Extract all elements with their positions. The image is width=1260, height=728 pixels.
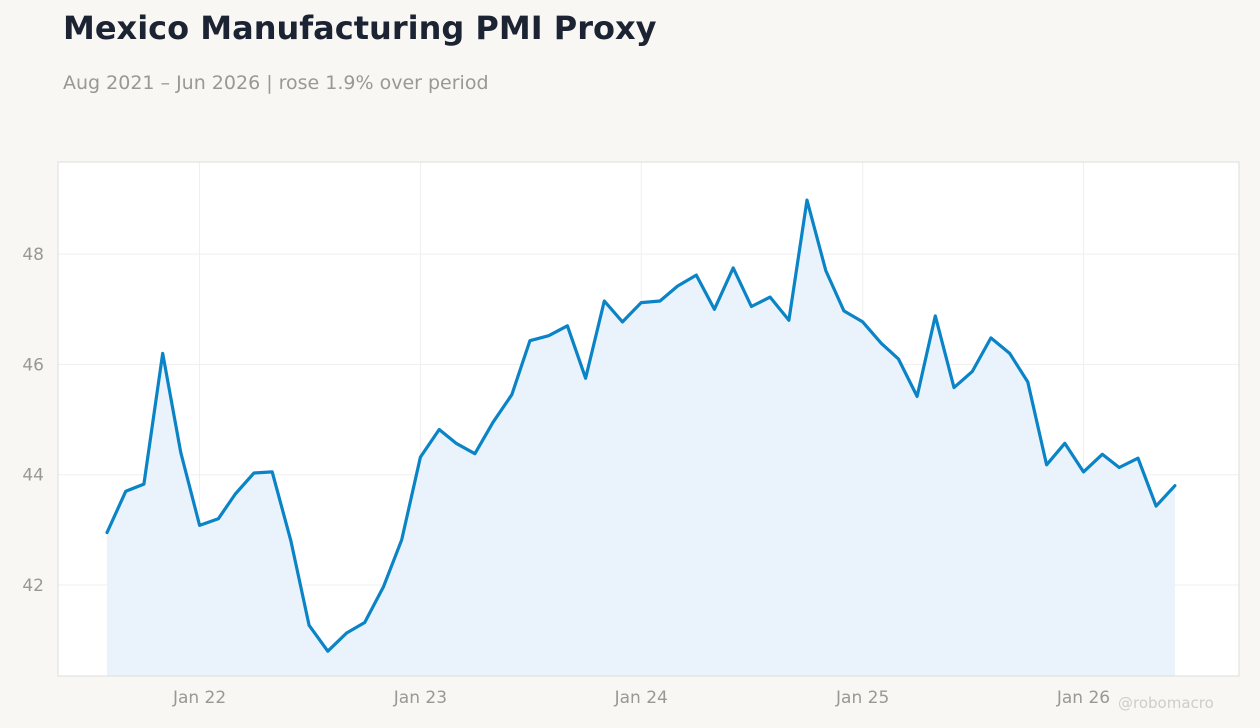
watermark: @robomacro [1118, 694, 1214, 712]
x-tick-label: Jan 25 [835, 688, 889, 708]
y-tick-label: 42 [22, 576, 44, 596]
y-tick-label: 48 [22, 245, 44, 265]
y-tick-label: 46 [22, 355, 44, 375]
x-tick-label: Jan 23 [393, 688, 447, 708]
x-tick-label: Jan 26 [1056, 688, 1110, 708]
chart-subtitle: Aug 2021 – Jun 2026 | rose 1.9% over per… [63, 72, 489, 94]
chart-title: Mexico Manufacturing PMI Proxy [63, 9, 657, 47]
series-line [105, 198, 1177, 653]
x-tick-label: Jan 24 [614, 688, 668, 708]
area-fill [107, 200, 1175, 676]
y-tick-label: 44 [22, 466, 44, 486]
plot-frame [57, 161, 1240, 677]
x-tick-label: Jan 22 [172, 688, 226, 708]
axis-ticks: 42 44 46 48 Jan 22 Jan 23 Jan 24 Jan 25 Jan 26 [22, 245, 1110, 708]
